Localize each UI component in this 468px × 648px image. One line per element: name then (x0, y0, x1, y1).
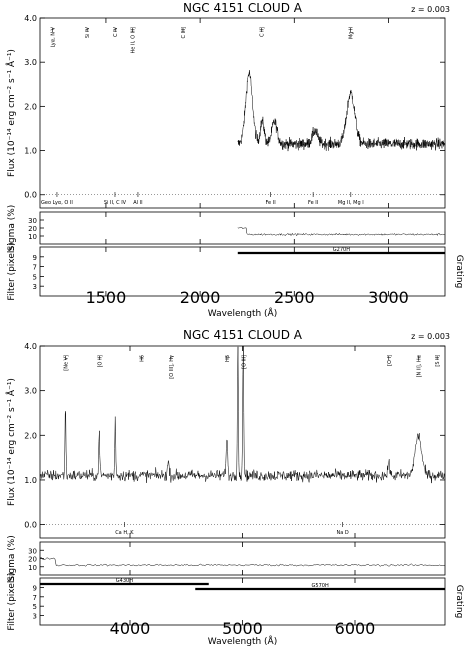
absorption-label: Ca H, K (115, 530, 134, 536)
flux-ytick-label: 3.0 (24, 58, 37, 67)
chart-2: NGC 4151 CLOUD A z = 0.003 0.0 1.0 2.0 3.0 4.0… (5, 328, 464, 647)
emission-label: C IV (113, 26, 119, 37)
filter-panel-frame (39, 246, 446, 297)
sigma-ytick-label: 10 (28, 564, 37, 572)
chart-title: NGC 4151 CLOUD A (183, 1, 303, 15)
xtick-label: 6000 (335, 619, 376, 638)
sigma-ylabel: Sigma (%) (7, 205, 17, 252)
emission-label: [N II], Hα (416, 354, 422, 377)
grating-name: G430H (116, 578, 133, 584)
grating-name: G570H (312, 583, 329, 589)
filter-ytick-label: 7 (33, 594, 37, 602)
sigma-ytick-label: 30 (28, 217, 37, 225)
flux-ytick-label: 4.0 (24, 14, 37, 23)
emission-label: C III] (181, 27, 187, 39)
flux-ytick-label: 3.0 (24, 387, 37, 396)
flux-ytick-label: 2.0 (24, 431, 37, 440)
flux-ytick-label: 1.0 (24, 476, 37, 485)
sigma-ytick-label: 10 (28, 233, 37, 241)
filter-ytick-label: 5 (33, 603, 37, 611)
filter-ytick-label: 5 (33, 273, 37, 281)
absorption-label: Geo Lyα, O II (41, 200, 73, 206)
grating-name: G270H (333, 247, 350, 253)
flux-ylabel: Flux (10⁻¹⁴ erg cm⁻² s⁻¹ Å⁻¹) (5, 378, 17, 506)
grating-label: Grating (454, 585, 464, 619)
x-axis-label: Wavelength (Å) (208, 635, 277, 647)
absorption-label: Fe II (308, 200, 318, 206)
x-axis-label: Wavelength (Å) (208, 307, 277, 319)
grating-label: Grating (454, 255, 464, 289)
flux-ytick-label: 1.0 (24, 147, 37, 156)
emission-label: Hδ (139, 355, 145, 362)
emission-label: [O I] (387, 355, 393, 366)
emission-label: [O II] (97, 355, 103, 367)
flux-ylabel: Flux (10⁻¹⁴ erg cm⁻² s⁻¹ Å⁻¹) (5, 49, 17, 177)
filter-ytick-label: 3 (33, 283, 37, 291)
emission-label: Si IV (85, 26, 91, 38)
spectrum-line (237, 70, 446, 152)
flux-ytick-label: 2.0 (24, 102, 37, 111)
filter-ytick-label: 3 (33, 613, 37, 621)
absorption-label: Al II (133, 200, 142, 206)
redshift-label: z = 0.003 (411, 5, 450, 14)
emission-label: [O III], Hγ (169, 355, 175, 379)
emission-label: [S II] (435, 355, 441, 367)
sigma-ytick-label: 30 (28, 547, 37, 555)
xtick-label: 2000 (180, 288, 221, 307)
filter-ytick-label: 7 (33, 264, 37, 272)
xtick-label: 2500 (274, 288, 315, 307)
absorption-label: Fe II (265, 200, 275, 206)
absorption-label: Mg II, Mg I (338, 200, 364, 206)
sigma-line (39, 557, 446, 567)
filter-ytick-label: 9 (33, 254, 37, 262)
chart-1: NGC 4151 CLOUD A z = 0.003 0.0 1.0 2.0 3.0 4.0… (5, 1, 464, 319)
filter-ylabel: Filter (pixels) (7, 242, 17, 300)
sigma-line (237, 227, 446, 237)
flux-ytick-label: 0.0 (24, 191, 37, 200)
emission-label: [Ne V] (63, 355, 69, 371)
emission-label: C II] (260, 27, 266, 37)
emission-label: Hβ (225, 355, 231, 362)
emission-label: Mg II (348, 27, 354, 39)
sigma-ytick-label: 20 (28, 225, 37, 233)
sigma-ytick-label: 20 (28, 556, 37, 564)
absorption-label: Si II, C IV (104, 200, 127, 206)
emission-label: [O III] (241, 355, 247, 369)
spectrum-line (39, 345, 446, 484)
xtick-label: 5000 (222, 619, 263, 638)
filter-ylabel: Filter (pixels) (7, 572, 17, 630)
emission-label: Lyα, N V (50, 26, 56, 47)
flux-panel-frame (39, 17, 446, 209)
chart-title: NGC 4151 CLOUD A (183, 328, 303, 342)
absorption-label: Na D (337, 530, 349, 536)
xtick-label: 1500 (86, 288, 127, 307)
emission-label: He II, O III] (130, 27, 136, 54)
xtick-label: 3000 (368, 288, 409, 307)
redshift-label: z = 0.003 (411, 332, 450, 341)
flux-ytick-label: 0.0 (24, 521, 37, 530)
sigma-ylabel: Sigma (%) (7, 535, 17, 582)
filter-ytick-label: 9 (33, 584, 37, 592)
flux-ytick-label: 4.0 (24, 342, 37, 351)
xtick-label: 4000 (110, 619, 151, 638)
